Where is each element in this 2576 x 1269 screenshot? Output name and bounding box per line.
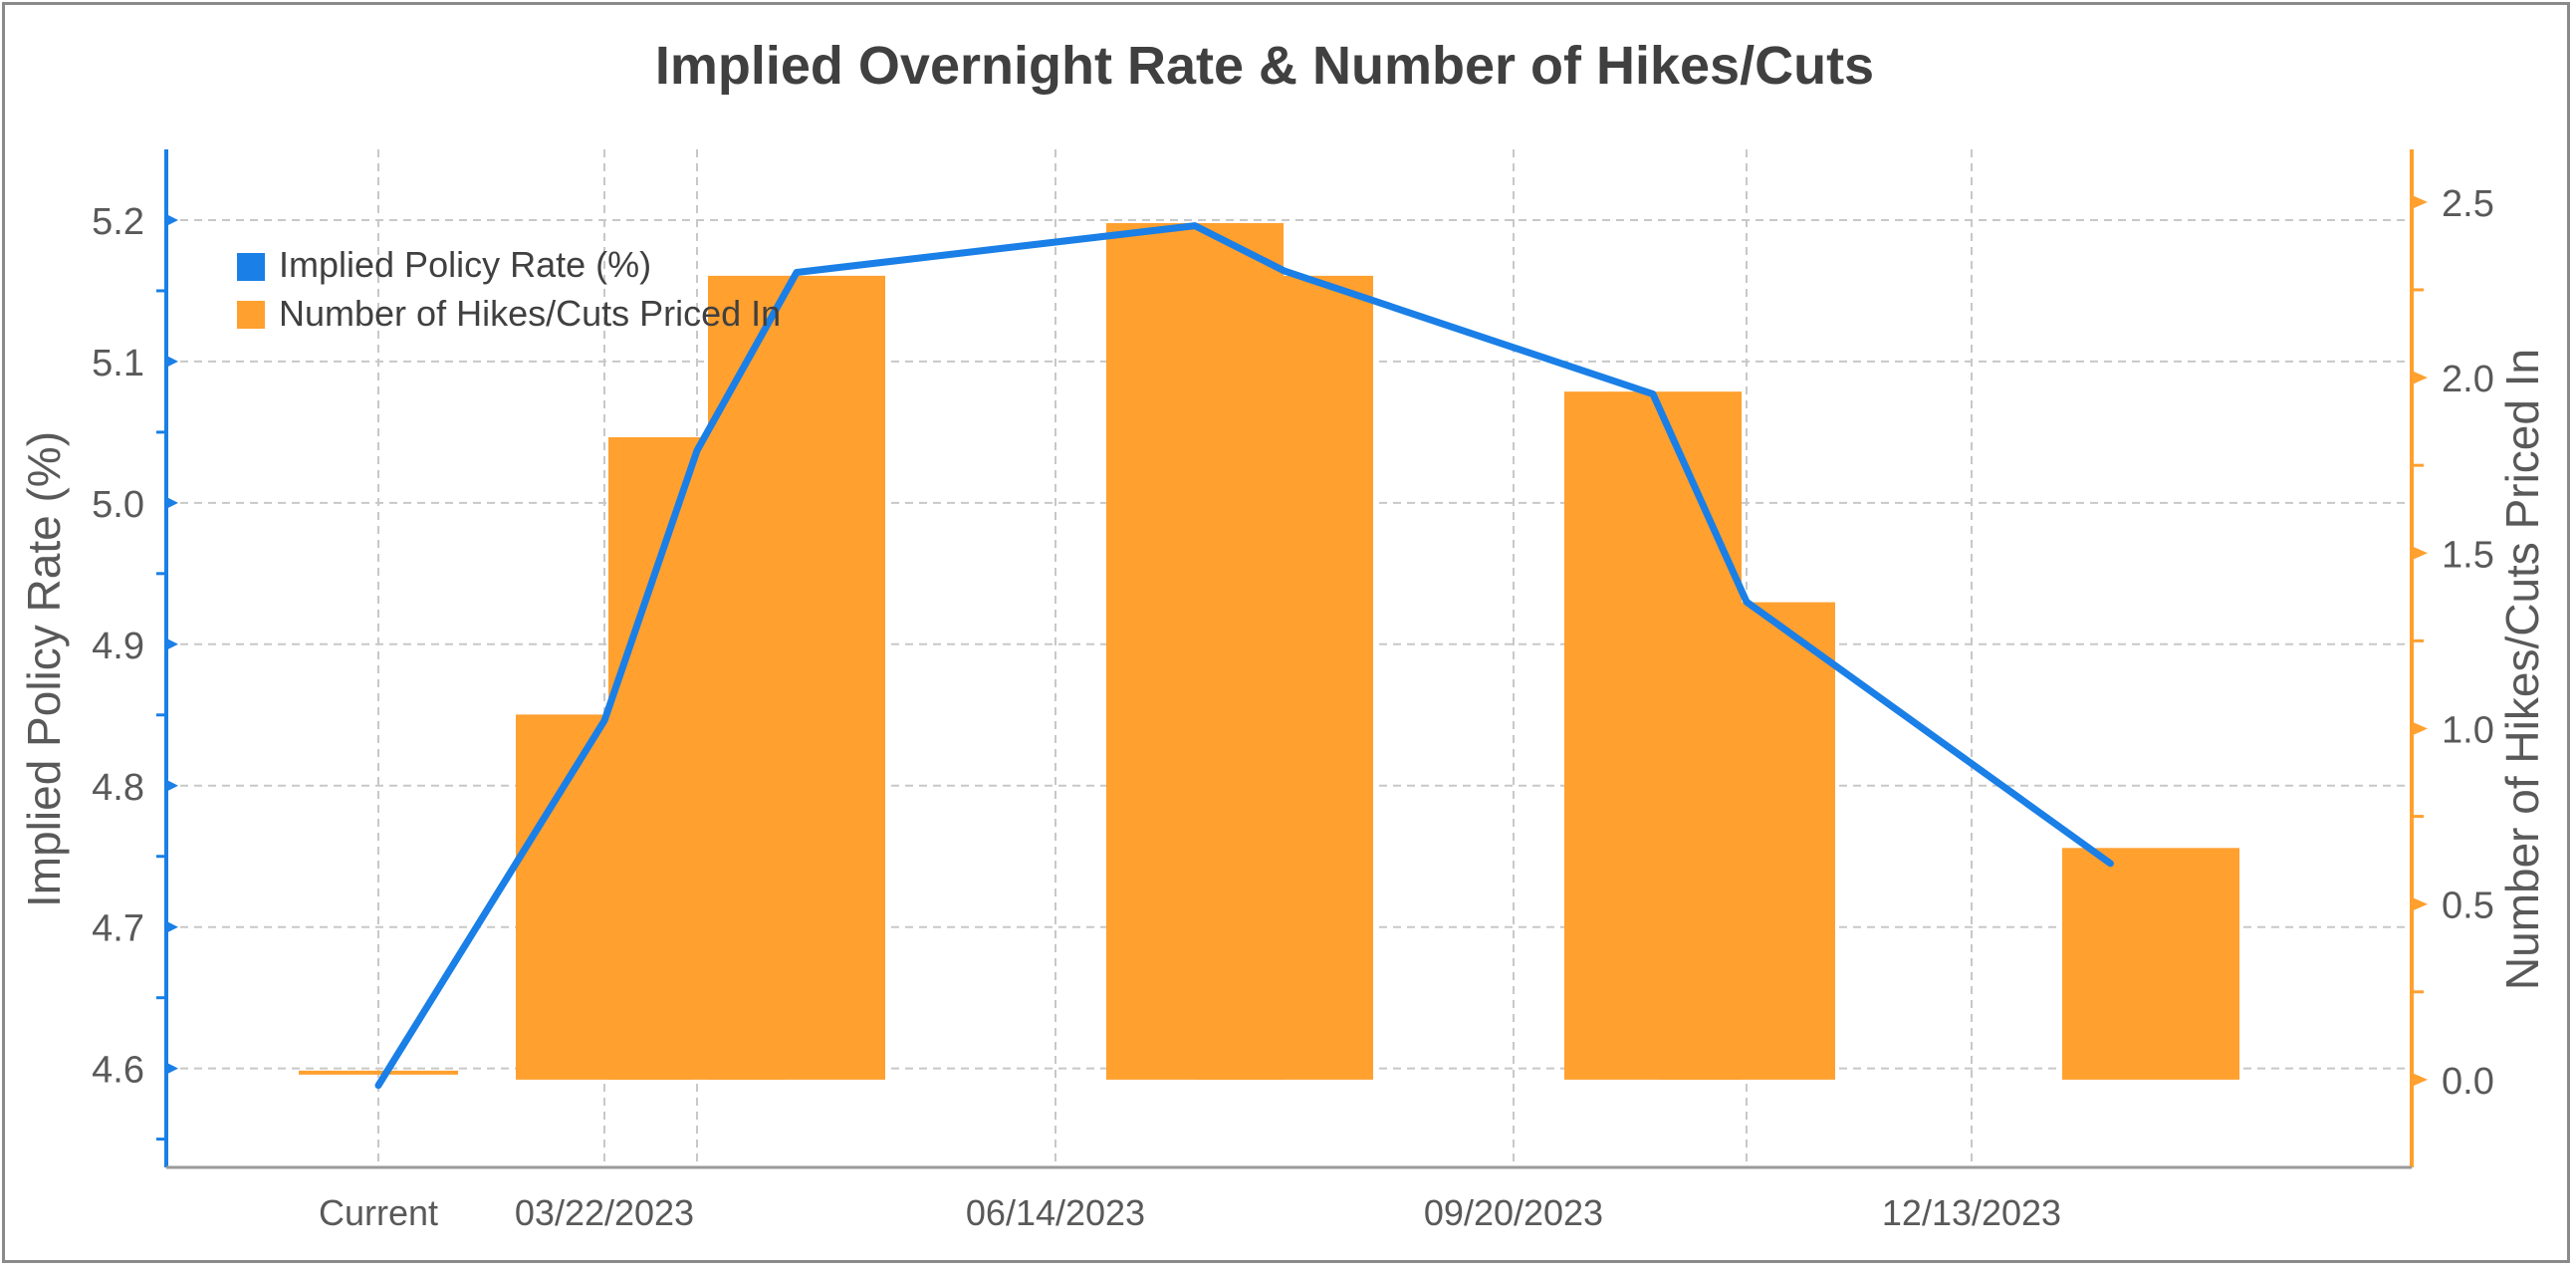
axes xyxy=(156,149,2428,1169)
line-point xyxy=(1284,270,1286,273)
y-left-tick-label: 5.1 xyxy=(92,343,144,384)
y-right-tick-label: 2.5 xyxy=(2442,183,2494,225)
legend-label-line: Implied Policy Rate (%) xyxy=(279,244,651,285)
y-left-tick-label: 4.8 xyxy=(92,767,144,809)
bar-series xyxy=(299,223,2239,1080)
y-right-tick xyxy=(2412,194,2428,209)
line-point xyxy=(1746,601,1748,604)
y-left-tick xyxy=(164,919,178,934)
line-point xyxy=(603,719,605,722)
line-point xyxy=(796,271,798,274)
line-point xyxy=(2109,862,2112,865)
y-right-tick-label: 2.0 xyxy=(2442,359,2494,400)
y-left-tick xyxy=(164,212,178,227)
x-tick-label: Current xyxy=(319,1192,438,1233)
line-point xyxy=(1194,224,1196,227)
bar xyxy=(1658,602,1835,1080)
y-right-tick-label: 0.0 xyxy=(2442,1061,2494,1103)
legend-swatch-line xyxy=(237,253,265,281)
y-right-tick-label: 0.5 xyxy=(2442,886,2494,927)
y-left-tick-label: 5.0 xyxy=(92,484,144,526)
tick-labels: 4.6 4.7 4.8 4.9 5.0 5.1 5.2 0.0 0.5 1.0 1.5 2.0 2.5 C… xyxy=(92,183,2494,1233)
x-tick-label: 06/14/2023 xyxy=(966,1192,1145,1233)
y-left-tick-label: 4.9 xyxy=(92,626,144,667)
bar xyxy=(708,275,885,1080)
y-axis-left-label: Implied Policy Rate (%) xyxy=(18,431,70,907)
y-right-tick-label: 1.0 xyxy=(2442,709,2494,751)
y-left-tick-label: 4.6 xyxy=(92,1050,144,1092)
line-point xyxy=(377,1084,379,1087)
y-left-tick xyxy=(164,778,178,793)
y-left-tick-label: 5.2 xyxy=(92,201,144,243)
y-right-tick-label: 1.5 xyxy=(2442,534,2494,576)
bar xyxy=(2062,848,2239,1080)
y-left-tick-label: 4.7 xyxy=(92,908,144,950)
x-tick-label: 12/13/2023 xyxy=(1882,1192,2061,1233)
y-left-tick xyxy=(164,495,178,510)
x-tick-label: 03/22/2023 xyxy=(515,1192,694,1233)
x-tick-label: 09/20/2023 xyxy=(1424,1192,1603,1233)
bar xyxy=(1196,275,1373,1080)
legend-swatch-bars xyxy=(237,301,265,329)
line-point xyxy=(1652,392,1654,395)
chart-title: Implied Overnight Rate & Number of Hikes… xyxy=(655,36,1874,96)
line-point xyxy=(696,449,698,452)
y-right-tick xyxy=(2412,546,2428,561)
line-series xyxy=(374,222,2114,1090)
y-right-tick xyxy=(2412,1072,2428,1087)
y-right-tick xyxy=(2412,721,2428,736)
y-axis-right-label: Number of Hikes/Cuts Priced In xyxy=(2496,349,2548,990)
y-left-tick xyxy=(164,636,178,651)
y-left-tick xyxy=(164,1061,178,1076)
y-left-tick xyxy=(164,354,178,369)
legend: Implied Policy Rate (%) Number of Hikes/… xyxy=(237,244,781,334)
y-right-tick xyxy=(2412,896,2428,911)
y-right-tick xyxy=(2412,371,2428,385)
legend-label-bars: Number of Hikes/Cuts Priced In xyxy=(279,293,781,334)
